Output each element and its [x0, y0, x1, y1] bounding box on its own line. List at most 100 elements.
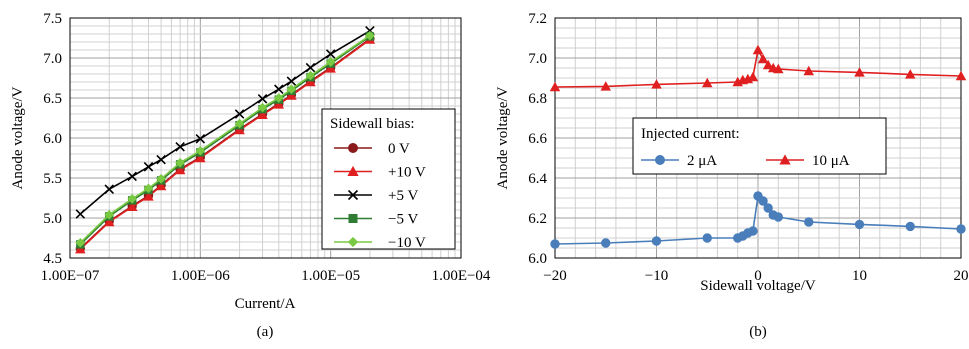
chart-a-data-point	[195, 152, 206, 163]
chart-b-data-point	[762, 59, 774, 70]
chart-a-data-point	[286, 90, 297, 100]
chart-b-data-point	[804, 217, 814, 227]
chart-a-legend-marker	[348, 214, 358, 223]
chart-b-data-point	[758, 196, 768, 206]
chart-b-y-tick-label: 6.2	[528, 211, 547, 227]
chart-b-series-0	[550, 191, 966, 249]
chart-b-data-point	[601, 238, 611, 248]
chart-a-legend-label: −10 V	[388, 235, 426, 251]
chart-b-x-tick-labels: −20 −10 0 10 20	[543, 268, 968, 284]
chart-a-data-point	[175, 142, 185, 152]
chart-a-x-tick-label: 1.00E−05	[301, 268, 360, 284]
chart-a-data-point	[365, 30, 375, 41]
chart-b-legend-label: 10 μA	[812, 153, 850, 169]
chart-b-x-tick-label: −10	[645, 268, 668, 284]
chart-a-legend-label: 0 V	[388, 141, 410, 157]
chart-a-data-point	[257, 94, 268, 104]
chart-b-y-tick-label: 7.2	[528, 11, 547, 27]
chart-a-data-point	[104, 184, 114, 194]
chart-a-data-point	[325, 49, 336, 59]
chart-a-legend-marker	[347, 189, 359, 201]
chart-b-ylabel: Anode voltage/V	[495, 86, 511, 189]
chart-b-data-point	[757, 53, 769, 64]
chart-b-legend-marker	[779, 154, 791, 165]
chart-b-legend-items: 2 μA 10 μA	[641, 153, 850, 169]
chart-a-series-1	[75, 34, 376, 254]
chart-b-data-point	[748, 226, 758, 236]
chart-a-panel-label: (a)	[257, 324, 274, 340]
chart-b-data-point	[905, 69, 916, 79]
chart-a-legend-item: 0 V	[334, 141, 410, 157]
chart-a-data-point	[305, 70, 316, 81]
chart-a-legend-title: Sidewall bias:	[330, 116, 415, 132]
chart-b-x-tick-label: 0	[754, 268, 762, 284]
chart-a-data-point	[156, 154, 166, 165]
chart-b-data-point	[600, 81, 611, 91]
chart-a: 4.55.05.56.06.57.07.5 1.00E−07 1.00E−06 1.…	[10, 11, 491, 340]
chart-b-series	[549, 44, 967, 249]
chart-a-data-point	[273, 99, 285, 109]
chart-a-legend-box	[321, 108, 456, 250]
chart-b-data-point	[763, 203, 773, 213]
chart-a-legend-label: +10 V	[388, 165, 426, 181]
chart-a-data-point	[286, 76, 297, 86]
chart-a-data-point	[257, 109, 268, 119]
chart-a-data-point	[75, 237, 86, 248]
chart-a-data-point	[143, 183, 154, 194]
chart-a-data-point	[174, 164, 186, 175]
chart-a-series	[75, 26, 376, 254]
chart-a-legend-label: −5 V	[388, 212, 418, 228]
chart-b-x-tick-label: 20	[954, 268, 969, 284]
chart-b-legend-item: 10 μA	[766, 153, 850, 169]
chart-b-xlabel: Sidewall voltage/V	[700, 278, 816, 294]
chart-b-panel-label: (b)	[749, 324, 767, 340]
chart-b-data-point	[955, 70, 967, 81]
chart-a-data-point	[234, 118, 245, 129]
chart-a-data-point	[325, 57, 336, 67]
chart-a-y-tick-label: 5.5	[43, 171, 62, 187]
chart-b-y-tick-label: 6.0	[528, 251, 547, 267]
chart-b-data-point	[956, 224, 966, 234]
chart-a-data-point	[273, 93, 284, 103]
chart-a-y-tick-label: 7.5	[43, 11, 62, 27]
chart-b-data-point	[752, 44, 764, 55]
chart-b-y-tick-label: 6.6	[528, 131, 547, 147]
chart-b-data-point	[702, 77, 713, 88]
chart-a-data-point	[126, 201, 138, 211]
chart-a-data-point	[195, 134, 206, 144]
chart-a-data-point	[127, 171, 137, 182]
chart-b-data-point	[550, 239, 560, 249]
chart-a-data-point	[195, 145, 206, 156]
chart-a-data-point	[286, 84, 297, 95]
chart-b-data-point	[854, 67, 865, 77]
chart-a-legend-label: +5 V	[388, 188, 418, 204]
chart-b-legend-label: 2 μA	[687, 153, 717, 169]
chart-a-data-point	[257, 102, 268, 113]
chart-b-data-point	[854, 219, 865, 230]
chart-b-data-point	[651, 79, 662, 89]
chart-a-x-tick-label: 1.00E−04	[432, 268, 491, 284]
chart-b-data-point	[651, 236, 662, 246]
chart-b-legend-marker	[655, 155, 665, 165]
chart-a-data-point	[155, 180, 167, 191]
chart-b-series-1	[549, 44, 967, 92]
chart-a-legend-items: 0 V +10 V +5 V −5 V −10 V	[334, 141, 426, 251]
chart-b-data-point	[905, 221, 915, 232]
chart-a-legend-marker	[347, 236, 359, 248]
chart-b-plot-frame	[554, 17, 962, 259]
chart-b-legend-title: Injected current:	[641, 126, 740, 142]
chart-a-y-tick-label: 6.5	[43, 91, 62, 107]
chart-b-data-point	[747, 71, 759, 82]
chart-a-legend: Sidewall bias: 0 V +10 V +5 V −5 V −10 V	[321, 108, 456, 251]
chart-a-legend-item: −5 V	[334, 212, 418, 228]
chart-a-data-point	[175, 157, 185, 168]
chart-a-y-tick-labels: 4.5 5.0 5.5 6.0 6.5 7.0 7.5	[43, 11, 62, 267]
chart-a-y-tick-label: 5.0	[43, 211, 62, 227]
chart-b-x-tick-label: −20	[543, 268, 566, 284]
chart-b-data-point	[803, 65, 814, 76]
chart-a-y-tick-label: 7.0	[43, 51, 62, 67]
chart-a-legend-marker	[347, 165, 359, 176]
chart-a-data-point	[75, 209, 86, 219]
chart-b-legend-box	[632, 117, 887, 175]
